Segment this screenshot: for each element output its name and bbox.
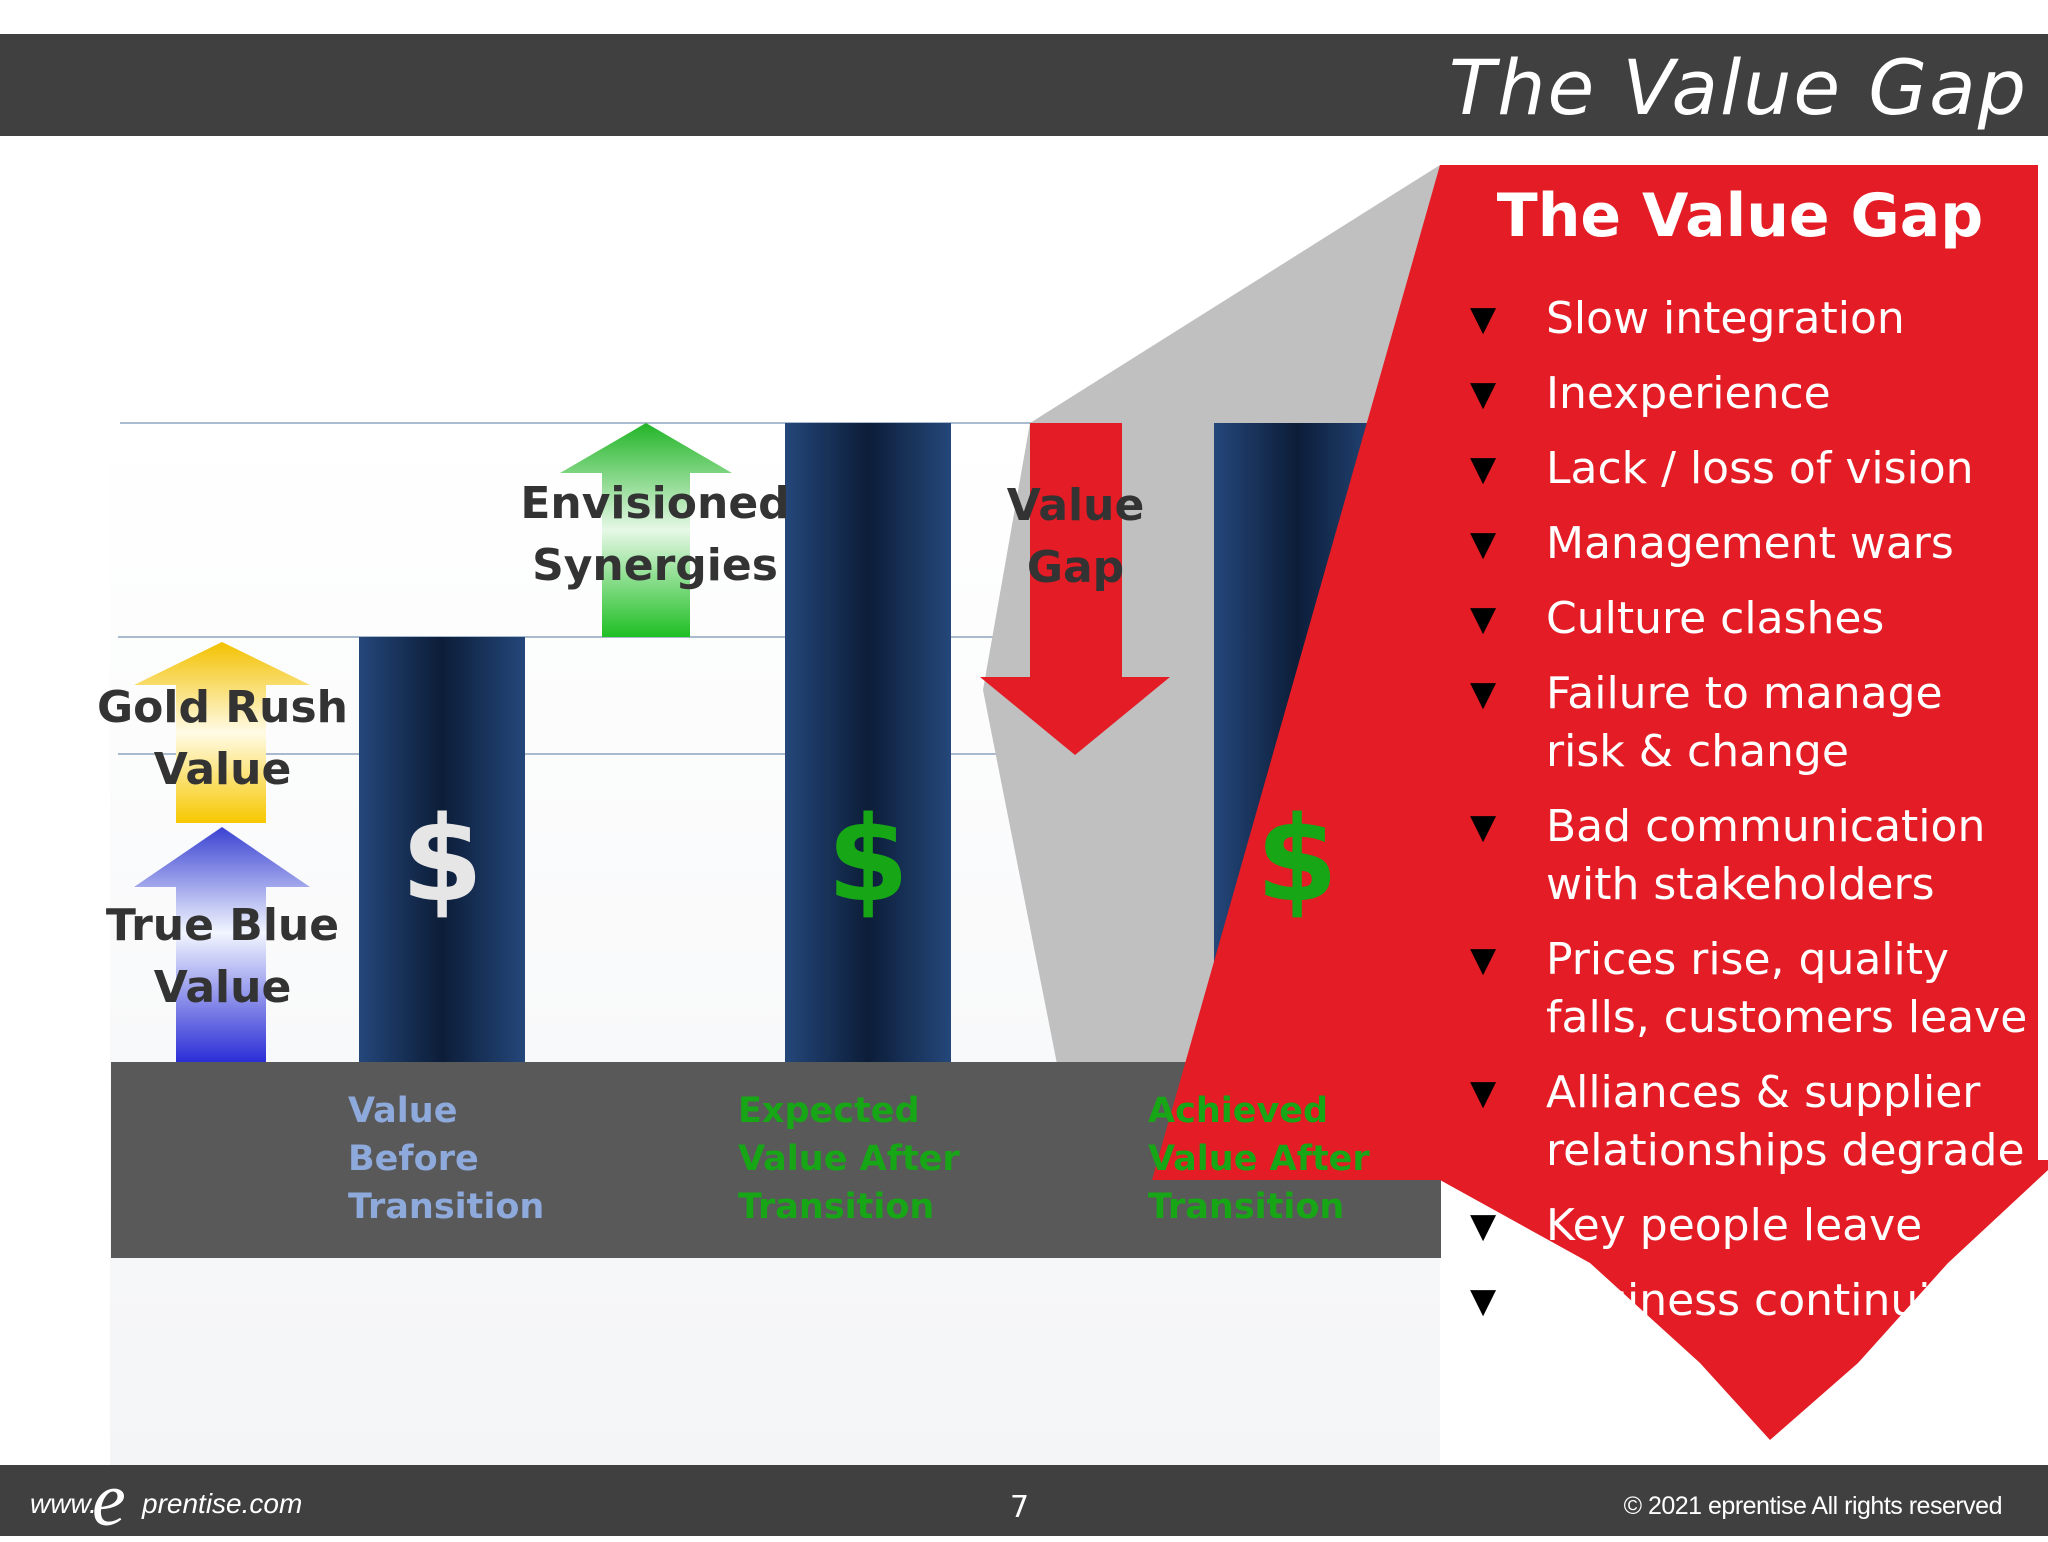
triangle-down-icon: ▼: [1470, 374, 1497, 414]
list-item: ▼ Management wars: [1468, 515, 2028, 573]
list-item-text: Business continuity lost: [1546, 1275, 1974, 1384]
list-item: ▼ Bad communication with stakeholders: [1468, 798, 2028, 914]
bar-label-value-before: Value Before Transition: [348, 1091, 545, 1227]
triangle-down-icon: ▼: [1470, 807, 1497, 847]
list-item: ▼ Lack / loss of vision: [1468, 440, 2028, 498]
title-bar: [0, 34, 2048, 136]
bar-label-expected-value: Expected Value After Transition: [738, 1091, 960, 1227]
list-item: ▼ Alliances & supplier relationships degr…: [1468, 1064, 2028, 1180]
true-blue-arrow: [134, 827, 310, 1062]
list-item: ▼ Prices rise, quality falls, customers l…: [1468, 931, 2028, 1047]
value-gap-arrow: [980, 423, 1170, 755]
copyright-notice: © 2021 eprentise All rights reserved: [1623, 1492, 2003, 1520]
triangle-down-icon: ▼: [1470, 1281, 1497, 1321]
triangle-down-icon: ▼: [1470, 1206, 1497, 1246]
bar-dollar-symbol-achieved: $: [1255, 790, 1339, 928]
list-item-text: Prices rise, quality falls, customers le…: [1546, 934, 2028, 1043]
list-item-text: Bad communication with stakeholders: [1546, 801, 1986, 910]
bar-label-achieved-value: Achieved Value After Transition: [1148, 1091, 1370, 1227]
gold-rush-value-label: Gold Rush Value: [97, 682, 348, 795]
list-item-text: Inexperience: [1546, 368, 1831, 419]
list-item-text: Failure to manage risk & change: [1546, 668, 1943, 777]
triangle-down-icon: ▼: [1470, 674, 1497, 714]
envisioned-synergies-arrow: [560, 423, 732, 637]
list-item: ▼ Failure to manage risk & change: [1468, 665, 2028, 781]
slide-title: The Value Gap: [1448, 43, 2028, 132]
bar-value-before: [359, 637, 525, 1062]
value-gap-panel: [1152, 165, 2048, 1440]
true-blue-value-label: True Blue Value: [105, 900, 340, 1013]
bar-expected-value: [785, 423, 951, 1062]
gold-rush-arrow: [134, 642, 310, 823]
footer-website-prefix: www.: [30, 1488, 97, 1519]
list-item-text: Key people leave: [1546, 1200, 1923, 1251]
triangle-down-icon: ▼: [1470, 524, 1497, 564]
list-item-text: Slow integration: [1546, 293, 1905, 344]
triangle-down-icon: ▼: [1470, 599, 1497, 639]
value-gap-panel-title: The Value Gap: [1496, 181, 1984, 251]
footer-bar: [0, 1465, 2048, 1536]
triangle-down-icon: ▼: [1470, 1073, 1497, 1113]
list-item-text: Alliances & supplier relationships degra…: [1546, 1067, 2025, 1176]
value-gap-list: ▼ Slow integration ▼ Inexperience ▼ Lack / …: [1468, 290, 2028, 1405]
eprentise-logo: e: [92, 1458, 126, 1542]
bar-dollar-symbol-before: $: [400, 790, 484, 928]
list-item: ▼ Key people leave: [1468, 1197, 2028, 1255]
list-item: ▼ Slow integration: [1468, 290, 2028, 348]
list-item-text: Lack / loss of vision: [1546, 443, 1974, 494]
envisioned-synergies-label: Envisioned Synergies: [520, 478, 790, 591]
triangle-down-icon: ▼: [1470, 449, 1497, 489]
bar-dollar-symbol-expected: $: [826, 790, 910, 928]
footer-website-domain: prentise.com: [142, 1488, 303, 1519]
list-item: ▼ Culture clashes: [1468, 590, 2028, 648]
triangle-down-icon: ▼: [1470, 299, 1497, 339]
list-item-text: Management wars: [1546, 518, 1954, 569]
list-item: ▼ Inexperience: [1468, 365, 2028, 423]
value-gap-label: Value Gap: [1006, 480, 1145, 593]
list-item-text: Culture clashes: [1546, 593, 1885, 644]
list-item: ▼ Business continuity lost: [1468, 1272, 2028, 1388]
triangle-down-icon: ▼: [1470, 940, 1497, 980]
page-number: 7: [1010, 1490, 1030, 1525]
